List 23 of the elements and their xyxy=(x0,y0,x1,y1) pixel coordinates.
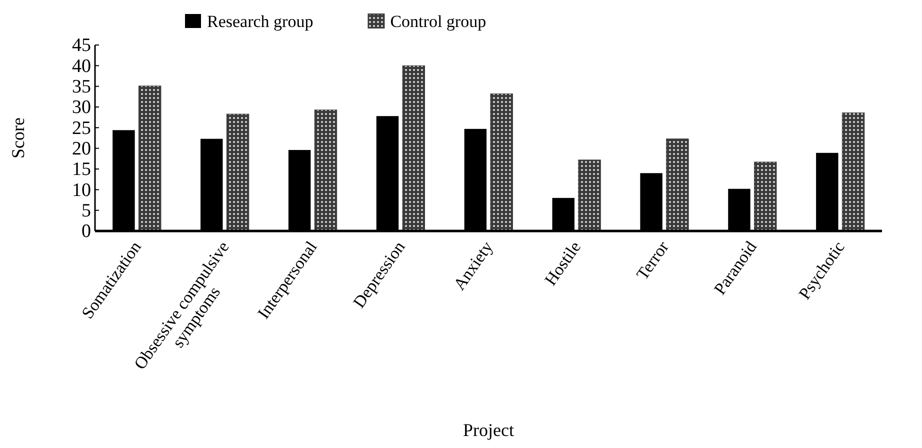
bar xyxy=(314,110,338,232)
bar xyxy=(754,162,777,232)
legend-label: Control group xyxy=(390,12,486,32)
y-tick-label: 20 xyxy=(72,138,91,160)
bar xyxy=(578,160,601,232)
bar xyxy=(666,138,689,232)
legend-label: Research group xyxy=(207,12,314,32)
y-tick-label: 30 xyxy=(72,97,91,118)
bar xyxy=(490,94,513,232)
y-axis-title: Score xyxy=(8,118,28,158)
y-tick-label: 0 xyxy=(82,221,91,242)
y-tick-label: 10 xyxy=(72,180,91,201)
y-tick-label: 45 xyxy=(72,35,91,56)
bar xyxy=(226,114,250,232)
y-tick-label: 5 xyxy=(82,200,91,222)
y-tick-label: 25 xyxy=(72,118,91,139)
y-tick-label: 35 xyxy=(72,76,91,98)
x-axis-title: Project xyxy=(463,420,514,440)
bar xyxy=(842,112,865,232)
y-tick-label: 40 xyxy=(72,56,91,77)
bar xyxy=(138,86,162,232)
y-tick-label: 15 xyxy=(72,159,91,180)
bar xyxy=(402,65,425,232)
